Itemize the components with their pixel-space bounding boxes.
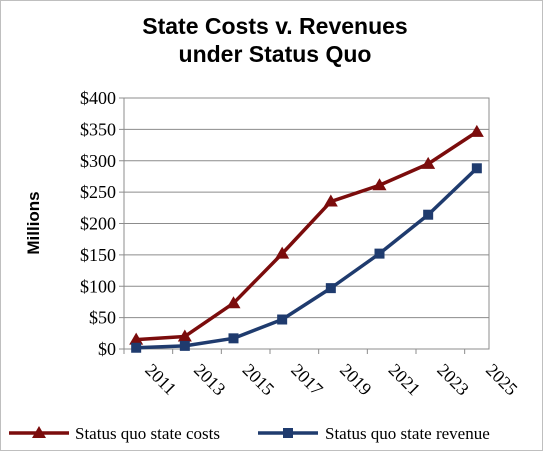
data-point-0-2015 — [226, 296, 241, 309]
data-point-1-2011 — [131, 342, 142, 353]
data-point-1-2015 — [228, 333, 239, 344]
y-tick-label-6: $300 — [80, 151, 116, 171]
legend-marker-1 — [283, 428, 293, 438]
data-point-1-2023 — [423, 209, 434, 220]
x-axis-ticks: 2011 2013 2015 2017 2019 2021 2023 2025 — [123, 349, 522, 400]
x-tick-label-2017: 2017 — [287, 360, 327, 400]
data-point-0-2025 — [469, 124, 484, 137]
legend-marker-0 — [32, 426, 46, 438]
x-tick-label-2013: 2013 — [190, 360, 230, 400]
y-tick-label-3: $150 — [80, 245, 116, 265]
data-point-0-2017 — [275, 246, 290, 259]
y-tick-label-7: $350 — [80, 119, 116, 139]
data-point-1-2025 — [471, 163, 482, 174]
data-point-0-2013 — [177, 329, 192, 342]
gridlines — [124, 97, 489, 350]
x-tick-label-2019: 2019 — [336, 360, 376, 400]
y-tick-label-8: $400 — [80, 88, 116, 108]
x-tick-label-2015: 2015 — [239, 360, 279, 400]
chart-title-line-1: State Costs v. Revenues — [142, 13, 407, 39]
series-line-0 — [136, 130, 478, 342]
data-point-0-2011 — [129, 332, 144, 345]
y-tick-label-2: $100 — [80, 276, 116, 296]
legend: Status quo state costs Status quo state r… — [9, 424, 490, 443]
y-tick-label-0: $0 — [98, 339, 116, 359]
x-tick-label-2011: 2011 — [141, 360, 180, 399]
y-tick-label-1: $50 — [89, 308, 116, 328]
data-point-1-2021 — [374, 248, 385, 259]
data-point-1-2013 — [179, 340, 190, 351]
x-tick-label-2025: 2025 — [482, 360, 522, 400]
data-point-0-2023 — [421, 156, 436, 169]
x-tick-label-2021: 2021 — [385, 360, 425, 400]
y-tick-label-5: $250 — [80, 182, 116, 202]
chart-title-line-2: under Status Quo — [179, 41, 372, 67]
legend-item-0: Status quo state costs — [9, 424, 220, 443]
data-point-1-2019 — [325, 283, 336, 294]
data-point-0-2019 — [323, 194, 338, 207]
series-0 — [129, 124, 484, 345]
legend-label-1: Status quo state revenue — [325, 424, 490, 443]
legend-item-1: Status quo state revenue — [258, 424, 490, 443]
x-tick-label-2023: 2023 — [433, 360, 473, 400]
y-axis-label: Millions — [24, 191, 43, 254]
series-line-1 — [136, 167, 479, 350]
data-point-1-2017 — [277, 314, 288, 325]
y-tick-label-4: $200 — [80, 214, 116, 234]
y-axis-ticks: $0 $50 $100 $150 $200 $250 $300 $350 $400 — [80, 88, 124, 359]
legend-label-0: Status quo state costs — [75, 424, 220, 443]
data-point-0-2021 — [372, 178, 387, 191]
series-1 — [131, 163, 482, 353]
series-layer — [129, 124, 484, 353]
